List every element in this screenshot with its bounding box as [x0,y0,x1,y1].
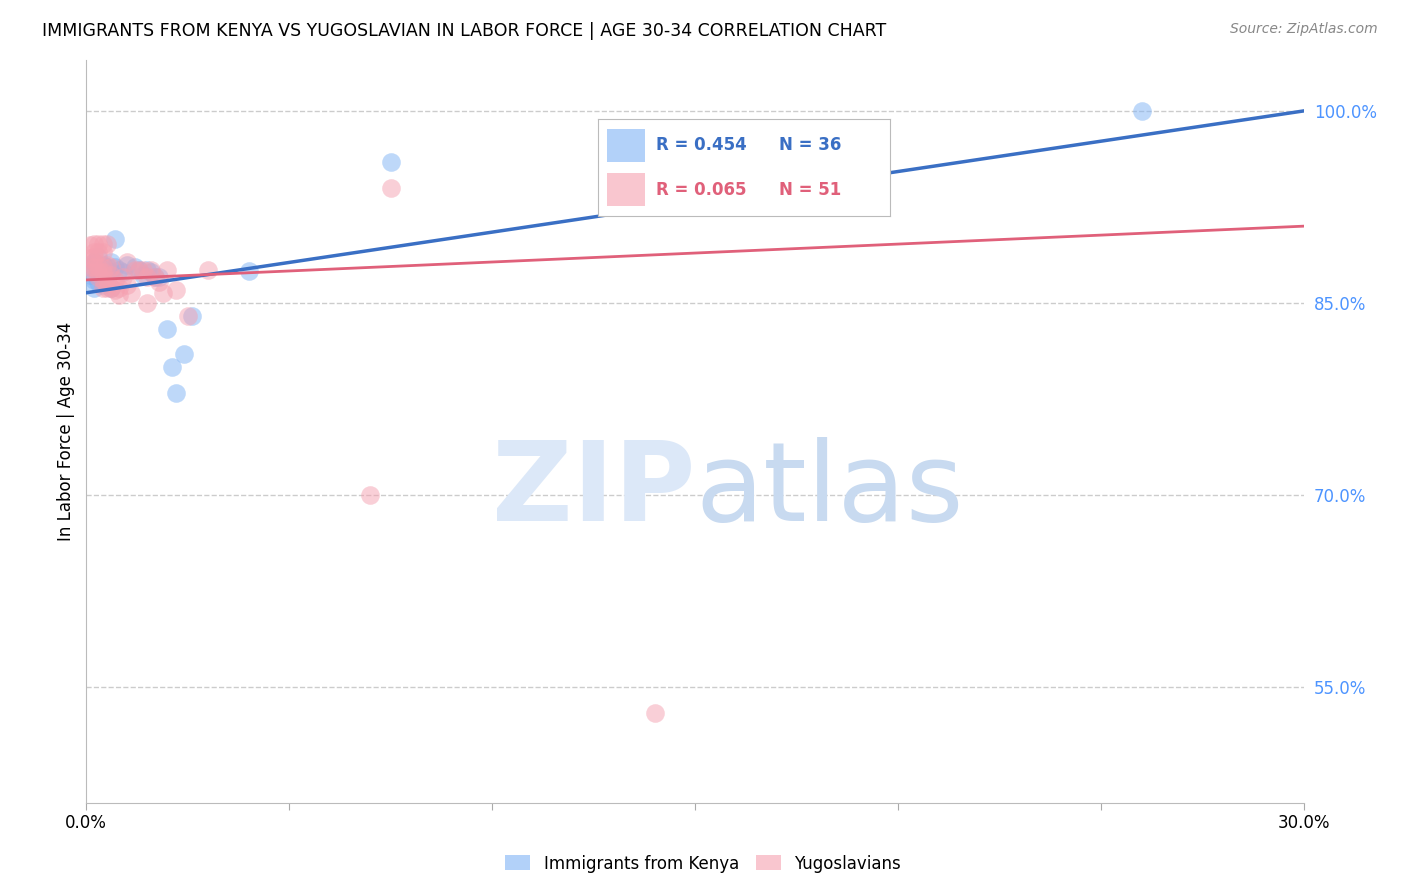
Point [96,280,118,294]
Point [83,244,105,259]
Point [107,262,129,277]
Point [96,258,118,272]
Point [160,359,183,374]
Point [100,280,122,294]
Point [120,285,142,300]
Point [83,237,105,252]
Point [1130,103,1153,118]
Legend: Immigrants from Kenya, Yugoslavians: Immigrants from Kenya, Yugoslavians [499,848,907,880]
Point [83,260,105,274]
Point [91,280,114,294]
Text: IMMIGRANTS FROM KENYA VS YUGOSLAVIAN IN LABOR FORCE | AGE 30-34 CORRELATION CHAR: IMMIGRANTS FROM KENYA VS YUGOSLAVIAN IN … [42,22,886,40]
Point [136,296,159,310]
Point [79,260,101,274]
Point [141,262,163,277]
Point [100,268,122,282]
Point [141,265,163,279]
Point [136,262,159,277]
Point [87,260,110,274]
Point [79,268,101,282]
Point [156,262,179,277]
Point [83,255,105,269]
Point [143,270,166,285]
Point [79,238,101,252]
Point [96,273,118,287]
Point [177,309,200,323]
Point [115,258,138,272]
Point [124,260,146,274]
Point [91,237,114,252]
Point [87,250,110,264]
Point [132,268,155,282]
Point [136,270,159,285]
Point [128,262,150,277]
Point [87,270,110,285]
Point [91,278,114,293]
Point [644,706,666,720]
Point [148,270,170,285]
Point [152,285,174,300]
Point [83,265,105,279]
Point [111,270,134,285]
Point [104,273,127,287]
Point [143,270,166,285]
Point [104,260,127,274]
Text: Source: ZipAtlas.com: Source: ZipAtlas.com [1230,22,1378,37]
Y-axis label: In Labor Force | Age 30-34: In Labor Force | Age 30-34 [58,321,75,541]
Point [83,280,105,294]
Point [148,276,170,290]
Point [91,273,114,287]
Point [100,255,122,269]
Point [165,283,187,297]
Point [87,237,110,252]
Point [359,488,381,502]
Point [380,155,402,169]
Point [79,251,101,265]
Point [79,260,101,274]
Point [100,260,122,274]
Point [100,280,122,294]
Point [96,273,118,287]
Point [91,265,114,279]
Point [100,265,122,279]
Point [197,262,219,277]
Point [87,265,110,279]
Point [87,265,110,279]
Point [91,244,114,259]
Point [87,276,110,290]
Point [165,385,187,400]
Point [173,347,195,361]
Point [91,265,114,279]
Point [104,283,127,297]
Point [107,280,129,294]
Text: atlas: atlas [695,437,963,544]
Point [91,258,114,272]
Point [380,180,402,194]
Point [83,255,105,269]
Point [115,255,138,269]
Point [180,309,202,323]
Point [156,321,179,335]
Point [124,262,146,277]
Point [96,237,118,252]
Point [238,264,260,278]
Point [128,262,150,277]
Point [132,262,155,277]
Point [83,273,105,287]
Point [96,260,118,274]
Point [111,265,134,279]
Point [91,260,114,274]
Text: ZIP: ZIP [492,437,695,544]
Point [83,250,105,264]
Point [107,288,129,302]
Point [87,244,110,259]
Point [104,232,127,246]
Point [115,278,138,293]
